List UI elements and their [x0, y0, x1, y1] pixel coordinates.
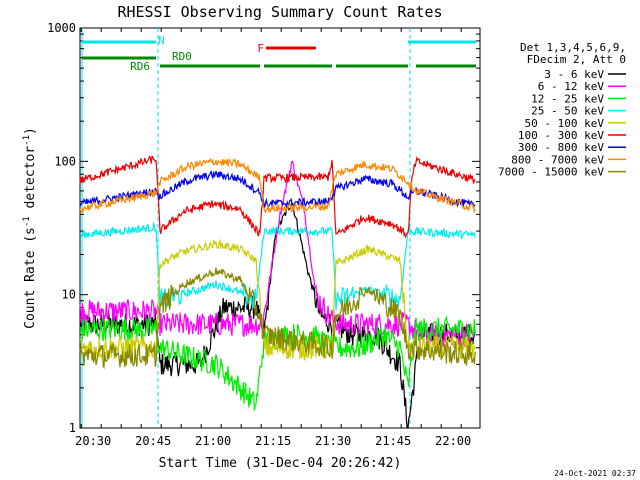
legend-entry-label: 100 - 300 keV	[518, 129, 604, 142]
y-axis-label: Count Rate (s-1 detector-1)	[22, 127, 38, 329]
plot-frame	[79, 27, 481, 429]
x-tick-label: 20:45	[135, 434, 171, 448]
flag-label-RD0: RD0	[172, 50, 192, 63]
series-line-8	[79, 267, 476, 370]
y-tick-label: 1	[69, 421, 76, 435]
legend-entry-label: 25 - 50 keV	[531, 105, 604, 118]
flag-label-F: F	[257, 42, 264, 55]
x-tick-label: 21:15	[255, 434, 291, 448]
x-tick-label: 21:00	[195, 434, 231, 448]
legend-header-1: Det 1,3,4,5,6,9,	[520, 41, 626, 54]
generation-timestamp: 24-Oct-2021 02:37	[554, 469, 636, 478]
legend-entry-label: 12 - 25 keV	[531, 92, 604, 105]
chart-title: RHESSI Observing Summary Count Rates	[117, 3, 442, 21]
y-label-main: Count Rate (s	[23, 227, 38, 329]
y-label-end: )	[23, 127, 38, 135]
flag-label-RD6: RD6	[130, 60, 150, 73]
legend-entry-label: 6 - 12 keV	[538, 80, 605, 93]
series-line-1	[79, 160, 476, 348]
y-label-mid: detector	[23, 146, 38, 217]
y-tick-label: 100	[54, 154, 76, 168]
legend-entry-label: 50 - 100 keV	[525, 117, 605, 130]
x-axis-label: Start Time (31-Dec-04 20:26:42)	[159, 456, 402, 471]
legend-entry-label: 300 - 800 keV	[518, 141, 604, 154]
x-tick-label: 21:45	[375, 434, 411, 448]
y-label-sup1: -1	[22, 216, 32, 227]
x-tick-label: 22:00	[435, 434, 471, 448]
series-line-5	[79, 155, 476, 239]
legend-entry-label: 800 - 7000 keV	[511, 153, 604, 166]
series-line-6	[79, 169, 476, 209]
y-label-sup2: -1	[22, 135, 32, 146]
y-tick-label: 1000	[47, 21, 76, 35]
legend-header-2: FDecim 2, Att 0	[527, 53, 626, 66]
series-line-0	[79, 200, 476, 429]
x-tick-label: 21:30	[315, 434, 351, 448]
x-tick-label: 20:30	[75, 434, 111, 448]
series-line-7	[79, 157, 476, 215]
legend-entry-label: 7000 - 15000 keV	[498, 166, 604, 179]
y-tick-label: 10	[62, 288, 76, 302]
series-line-3	[79, 221, 476, 313]
flag-label-N: N	[158, 34, 165, 47]
legend-entry-label: 3 - 6 keV	[544, 68, 604, 81]
